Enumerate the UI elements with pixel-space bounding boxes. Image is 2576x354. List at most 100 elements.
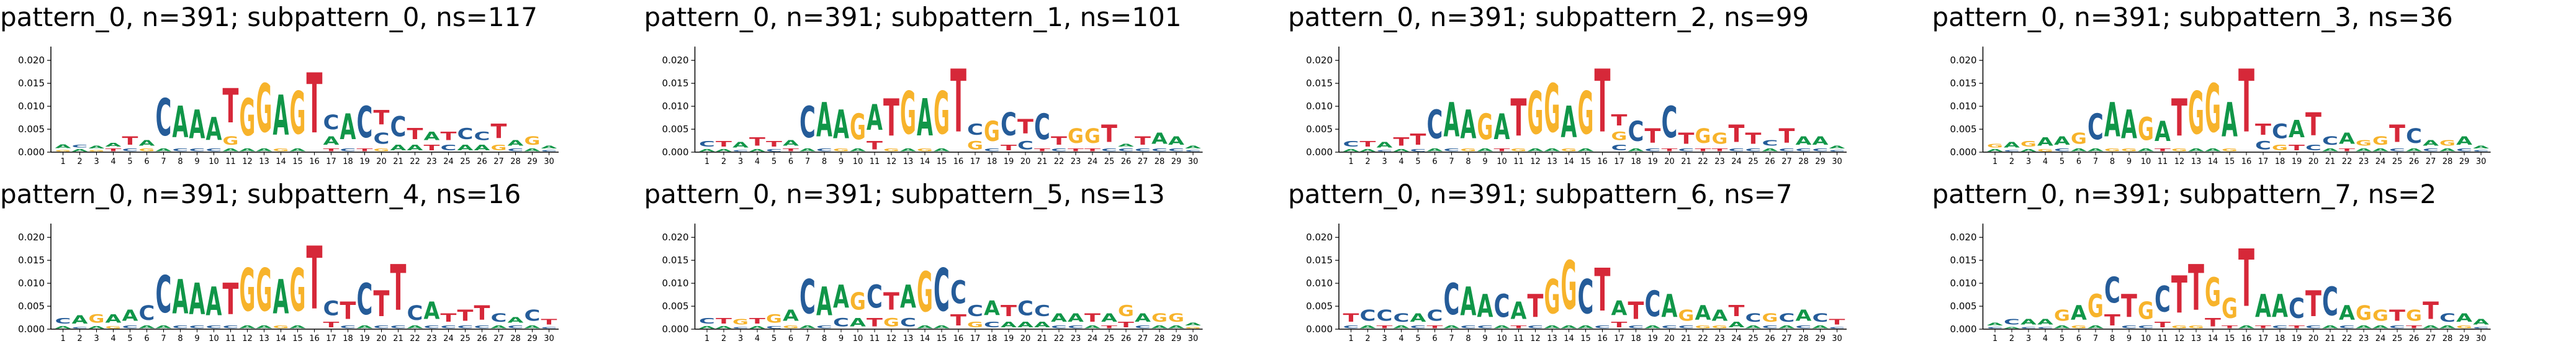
logo-letter-C: C	[374, 325, 390, 329]
logo-letter-A: A	[340, 107, 356, 148]
logo-letter-C: C	[1829, 150, 1845, 152]
logo-letter-T: T	[2238, 52, 2254, 152]
x-tick-label: 12	[242, 157, 253, 166]
logo-letter-C: C	[1779, 148, 1795, 152]
x-tick-label: 24	[443, 157, 454, 166]
logo-letter-A: A	[2439, 148, 2456, 152]
logo-letter-C: C	[1796, 148, 1812, 152]
logo-letter-G: G	[917, 260, 933, 325]
logo-letter-C: C	[457, 125, 474, 143]
logo-letter-C: C	[206, 148, 222, 152]
x-tick-label: 28	[510, 157, 521, 166]
logo-letter-T: T	[1068, 148, 1084, 152]
x-tick-label: 23	[2359, 157, 2369, 166]
x-tick-label: 1	[1348, 334, 1353, 343]
x-tick-label: 20	[1664, 157, 1675, 166]
x-tick-label: 26	[477, 157, 487, 166]
logo-letter-G: G	[2171, 148, 2187, 152]
logo-letter-G: G	[2087, 288, 2104, 325]
logo-letter-T: T	[2389, 306, 2405, 325]
logo-letter-C: C	[1628, 325, 1644, 329]
logo-letter-C: C	[156, 265, 172, 324]
x-tick-label: 10	[2141, 334, 2151, 343]
logo-letter-A: A	[749, 148, 766, 152]
logo-letter-A: A	[783, 138, 799, 147]
logo-letter-A: A	[1168, 134, 1184, 148]
x-tick-label: 15	[937, 334, 947, 343]
logo-letter-G: G	[1561, 247, 1577, 325]
logo-letter-C: C	[967, 302, 983, 320]
x-tick-label: 28	[2443, 334, 2453, 343]
y-tick-label: 0.005	[1950, 301, 1977, 312]
logo-letter-C: C	[173, 148, 189, 152]
logo-letter-A: A	[1611, 297, 1628, 320]
logo-letter-T: T	[390, 252, 407, 325]
logo-letter-A: A	[2037, 135, 2053, 149]
logo-letter-A: A	[1987, 322, 2003, 326]
logo-letter-A: A	[2456, 311, 2472, 325]
x-tick-label: 14	[2208, 157, 2218, 166]
logo-panel: pattern_0, n=391; subpattern_1, ns=101 0.…	[644, 2, 1203, 166]
logo-letter-A: A	[799, 148, 816, 152]
logo-letter-A: A	[1461, 279, 1477, 325]
logo-letter-G: G	[2037, 148, 2053, 152]
x-tick-label: 26	[2409, 157, 2420, 166]
x-tick-label: 10	[209, 334, 219, 343]
logo-letter-C: C	[1762, 138, 1778, 148]
x-tick-label: 29	[1171, 157, 1182, 166]
x-tick-label: 9	[2127, 157, 2132, 166]
x-tick-label: 3	[2026, 334, 2031, 343]
logo-letter-C: C	[441, 143, 457, 153]
logo-letter-T: T	[1494, 148, 1511, 152]
x-tick-label: 13	[2191, 334, 2202, 343]
logo-letter-G: G	[917, 148, 933, 152]
logo-letter-C: C	[508, 325, 524, 329]
logo-letter-A: A	[1343, 148, 1360, 152]
logo-letter-T: T	[2305, 284, 2322, 325]
x-tick-label: 17	[970, 157, 981, 166]
logo-letter-G: G	[2205, 270, 2221, 315]
x-tick-label: 4	[1398, 334, 1403, 343]
logo-letter-T: T	[424, 143, 441, 152]
logo-letter-A: A	[2473, 145, 2489, 149]
logo-letter-T: T	[2305, 107, 2322, 143]
x-tick-label: 15	[1580, 157, 1591, 166]
logo-letter-A: A	[816, 279, 832, 325]
logo-letter-A: A	[984, 297, 1001, 320]
logo-letter-G: G	[833, 148, 849, 152]
x-tick-label: 8	[178, 334, 182, 343]
logo-letter-A: A	[1511, 298, 1527, 325]
logo-letter-C: C	[407, 302, 423, 325]
logo-letter-C: C	[1360, 307, 1376, 325]
logo-letter-C: C	[1813, 311, 1829, 325]
logo-letter-A: A	[2339, 129, 2355, 148]
logo-letter-T: T	[223, 79, 239, 135]
logo-letter-A: A	[1360, 148, 1377, 152]
x-tick-label: 12	[1530, 157, 1541, 166]
logo-letter-A: A	[1578, 148, 1594, 152]
y-tick-label: 0.020	[1306, 232, 1333, 243]
x-tick-label: 16	[309, 334, 320, 343]
logo-letter-T: T	[950, 52, 966, 152]
x-tick-label: 12	[886, 157, 897, 166]
y-tick-label: 0.020	[1306, 55, 1333, 66]
logo-letter-G: G	[1068, 125, 1084, 148]
logo-letter-G: G	[967, 139, 983, 153]
logo-letter-T: T	[307, 229, 323, 329]
logo-letter-A: A	[1394, 148, 1410, 152]
logo-letter-A: A	[173, 97, 189, 148]
x-tick-label: 3	[94, 334, 99, 343]
logo-letter-A: A	[2087, 325, 2104, 329]
x-tick-label: 8	[178, 157, 182, 166]
logo-letter-C: C	[441, 325, 457, 329]
logo-letter-A: A	[1360, 325, 1376, 329]
logo-letter-A: A	[2255, 289, 2271, 325]
y-tick-label: 0.015	[1306, 78, 1333, 89]
logo-letter-A: A	[223, 148, 239, 152]
logo-letter-A: A	[699, 325, 716, 329]
logo-letter-C: C	[984, 148, 1000, 152]
logo-letter-C: C	[357, 98, 373, 148]
y-tick-label: 0.005	[1950, 124, 1977, 135]
logo-panel: pattern_0, n=391; subpattern_5, ns=13 0.0…	[644, 179, 1203, 343]
logo-letter-G: G	[850, 106, 866, 148]
